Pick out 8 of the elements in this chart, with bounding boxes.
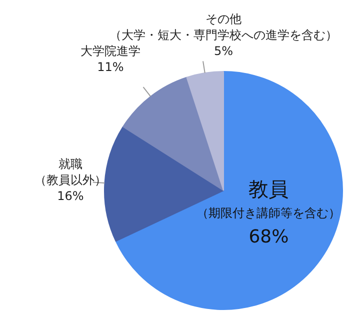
slice-label: 教員（期限付き講師等を含む） — [196, 177, 341, 220]
slice-label: その他（大学・短大・専門学校への進学を含む） — [110, 12, 338, 42]
data-label: 68% — [248, 226, 289, 248]
data-label: 11% — [97, 60, 124, 74]
data-label: 16% — [57, 189, 84, 204]
slice-label: 就職（教員以外） — [34, 157, 106, 188]
data-label: 5% — [214, 44, 234, 58]
slice-label: 大学院進学 — [80, 44, 140, 58]
